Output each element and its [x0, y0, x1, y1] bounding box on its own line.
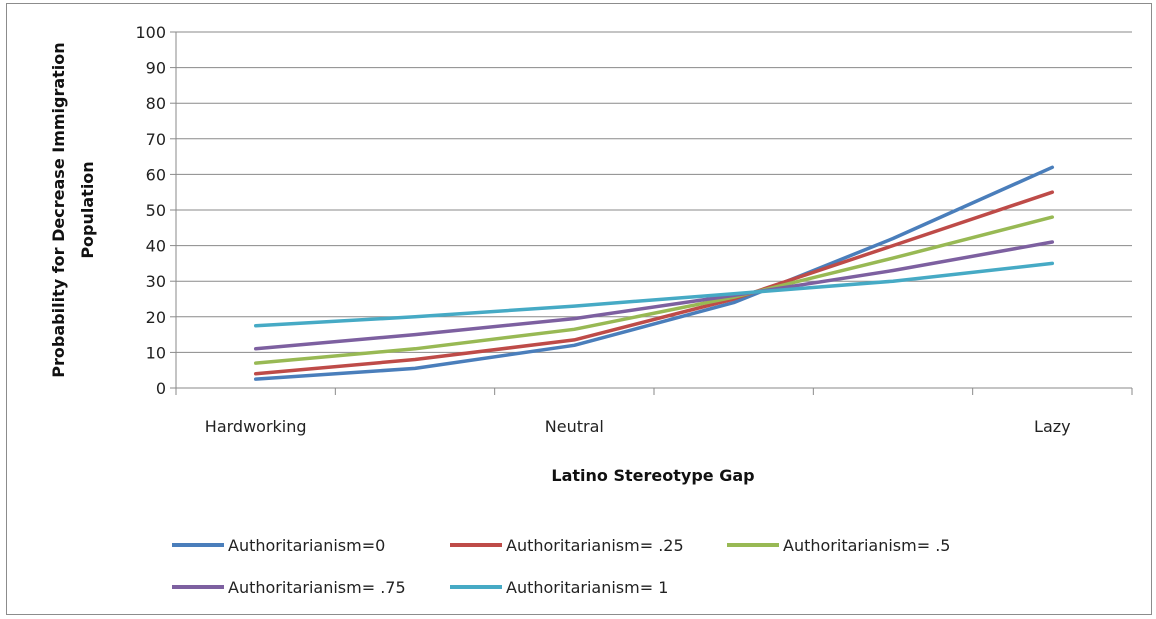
- legend: Authoritarianism=0 Authoritarianism= .25 A…: [172, 536, 950, 597]
- y-tick-label-0: 0: [156, 379, 166, 398]
- y-tick-label-100: 100: [135, 23, 166, 42]
- legend-label-3: Authoritarianism= .75: [228, 578, 406, 597]
- series-line-3: [253, 240, 1055, 351]
- gridlines: [176, 31, 1132, 353]
- series-line-4: [253, 261, 1055, 328]
- x-tick-label-hardworking: Hardworking: [205, 417, 307, 436]
- y-tick-label-20: 20: [146, 308, 166, 327]
- series-line-2: [253, 215, 1055, 365]
- legend-label-0: Authoritarianism=0: [228, 536, 385, 555]
- series-line-1: [253, 190, 1055, 376]
- y-tick-label-70: 70: [146, 130, 166, 149]
- legend-label-2: Authoritarianism= .5: [783, 536, 950, 555]
- x-tick-label-neutral: Neutral: [545, 417, 604, 436]
- y-tick-label-50: 50: [146, 201, 166, 220]
- legend-item-3: Authoritarianism= .75: [172, 578, 406, 597]
- legend-label-1: Authoritarianism= .25: [506, 536, 684, 555]
- series-lines: [253, 165, 1055, 381]
- axes: [170, 31, 1133, 395]
- y-tick-label-10: 10: [146, 343, 166, 362]
- y-tick-label-30: 30: [146, 272, 166, 291]
- y-axis-title-line2: Population: [78, 161, 97, 258]
- legend-item-2: Authoritarianism= .5: [727, 536, 950, 555]
- y-axis-title-line1: Probability for Decrease Immigration: [49, 42, 68, 377]
- y-tick-label-40: 40: [146, 237, 166, 256]
- chart-frame: [6, 3, 1152, 615]
- legend-item-1: Authoritarianism= .25: [450, 536, 684, 555]
- legend-label-4: Authoritarianism= 1: [506, 578, 668, 597]
- legend-item-0: Authoritarianism=0: [172, 536, 385, 555]
- legend-item-4: Authoritarianism= 1: [450, 578, 668, 597]
- y-tick-labels: 0 10 20 30 40 50 60 70 80 90 100: [135, 23, 166, 398]
- series-line-0: [253, 165, 1055, 381]
- y-tick-label-90: 90: [146, 59, 166, 78]
- x-axis-title: Latino Stereotype Gap: [551, 466, 754, 485]
- y-tick-label-60: 60: [146, 165, 166, 184]
- x-tick-labels: Hardworking Neutral Lazy: [205, 417, 1071, 436]
- x-tick-label-lazy: Lazy: [1034, 417, 1071, 436]
- y-tick-label-80: 80: [146, 94, 166, 113]
